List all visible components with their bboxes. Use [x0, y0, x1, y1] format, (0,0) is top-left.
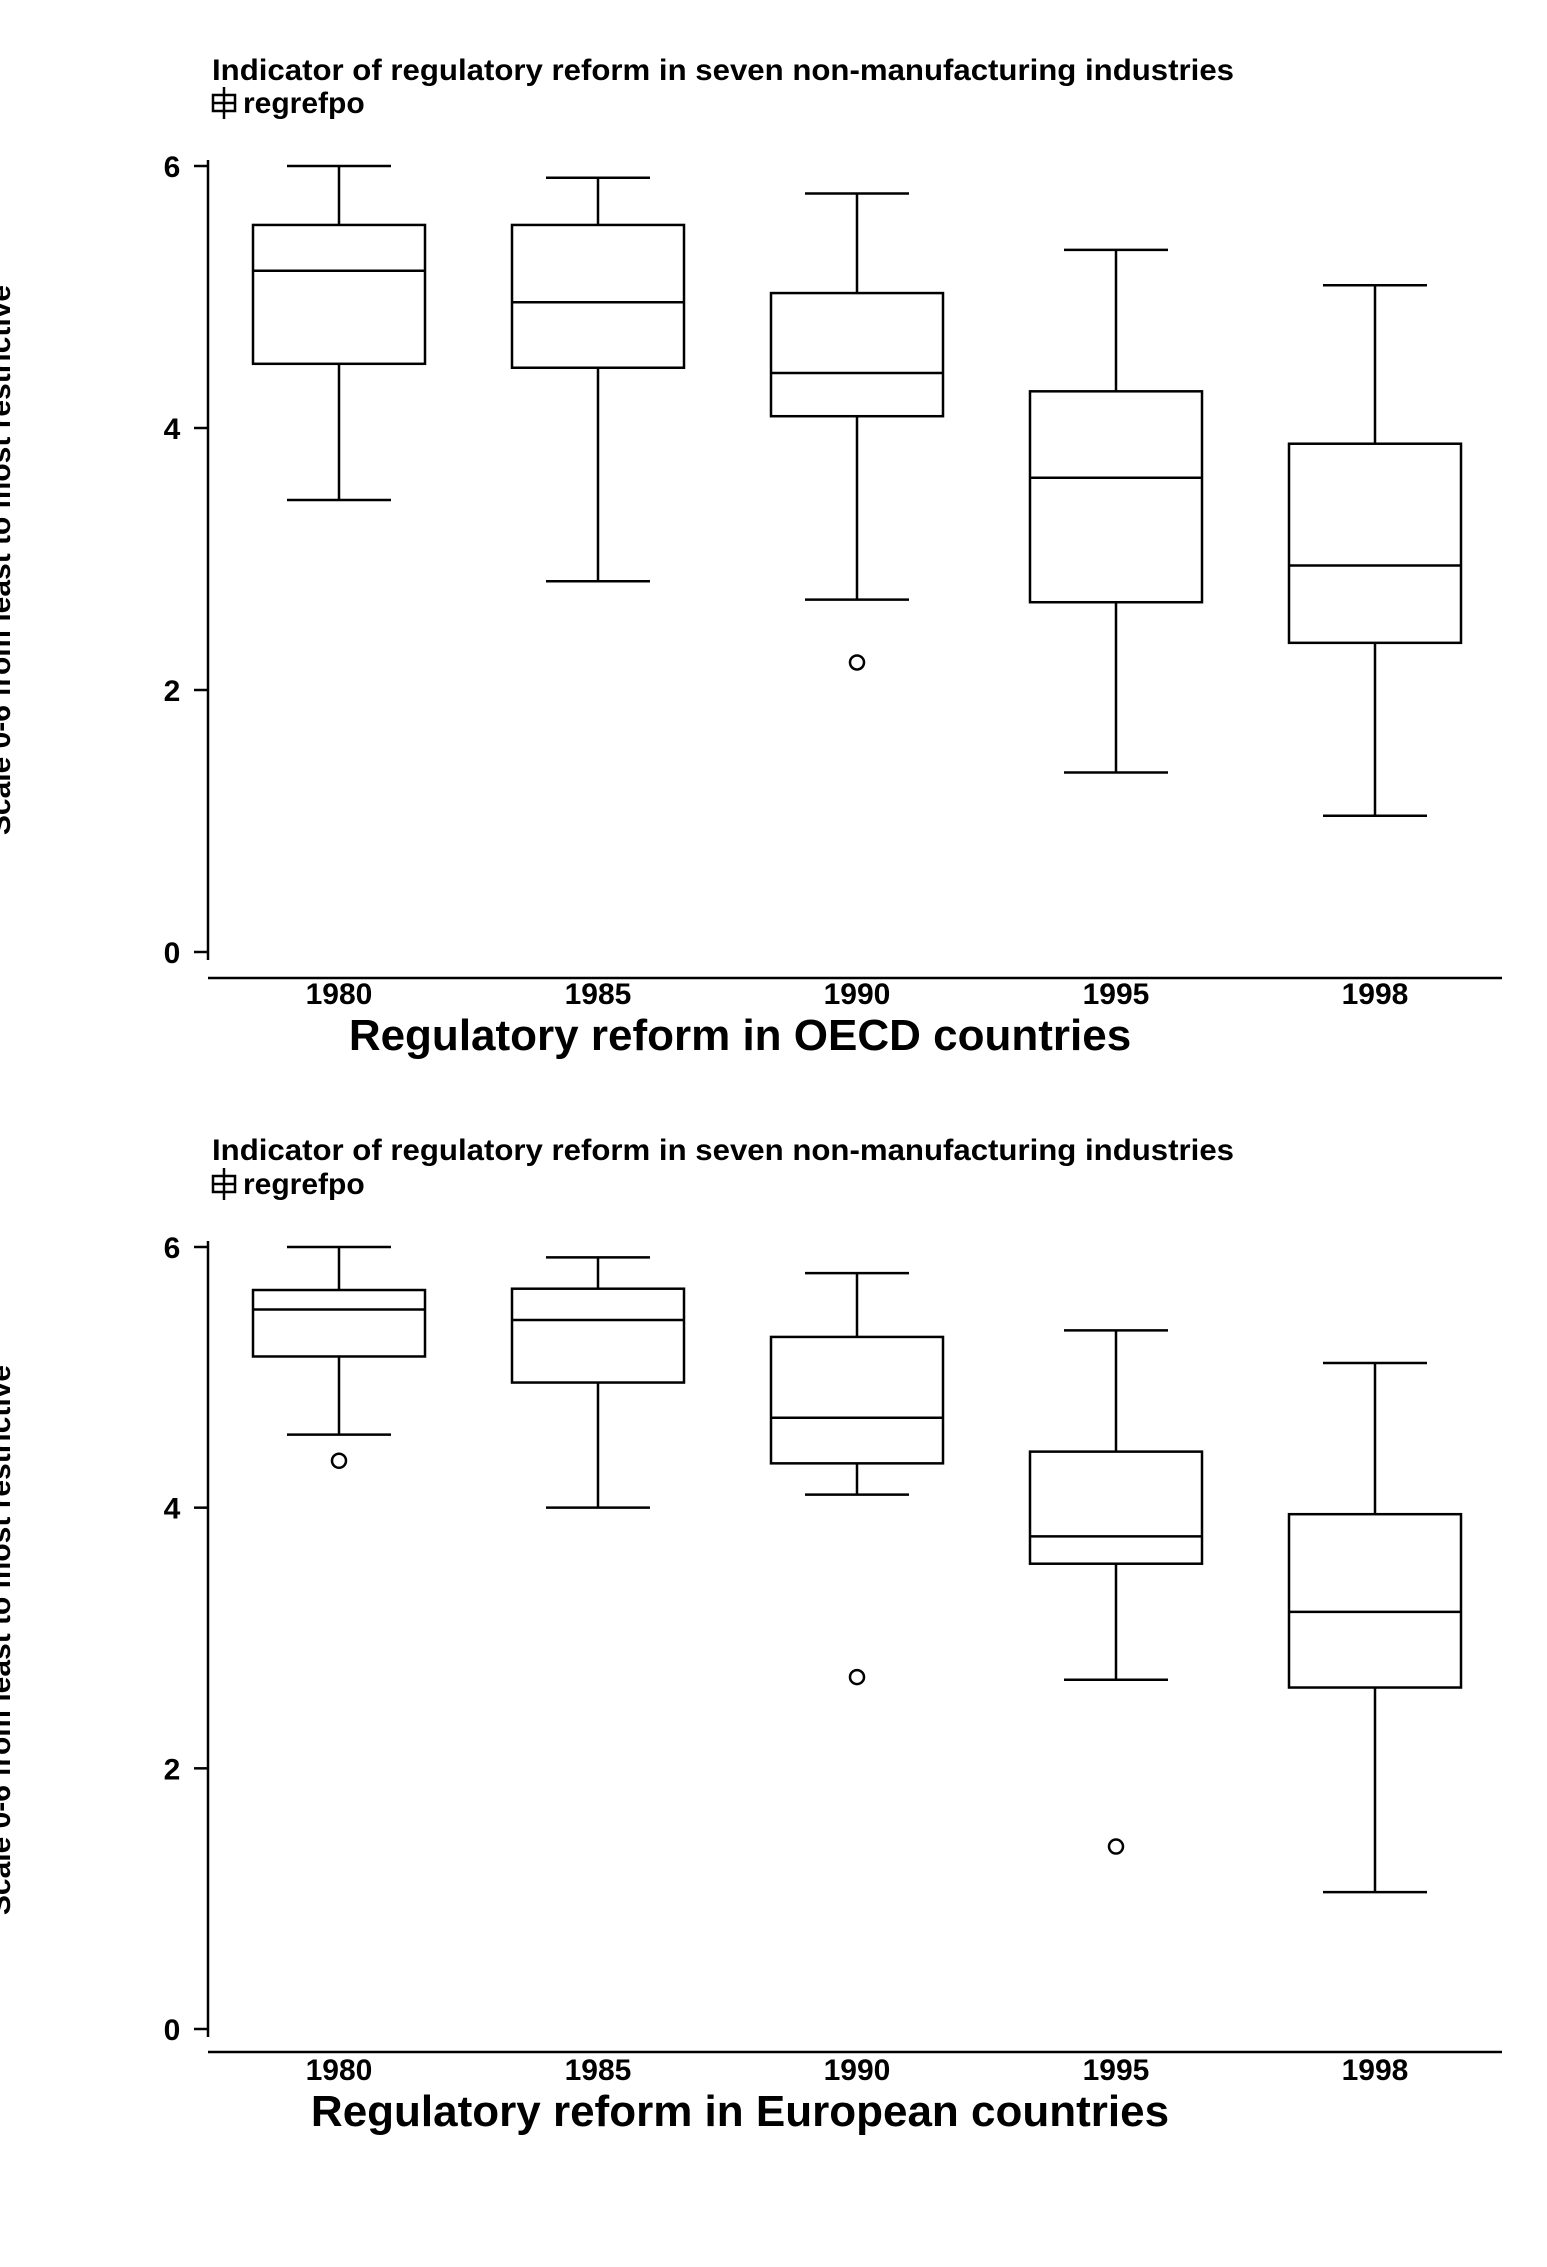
y-tick-label: 6: [164, 1232, 181, 1265]
y-tick-label: 4: [164, 1493, 181, 1526]
outlier-point: [330, 1452, 348, 1469]
chart-subtitle: Indicator of regulatory reform in seven …: [212, 1134, 1234, 1167]
box-1990: [769, 1271, 945, 1686]
legend-label: regrefpo: [243, 87, 365, 120]
legend-box-icon: [211, 1168, 237, 1200]
x-tick-label: 1980: [306, 2054, 373, 2087]
iqr-box: [1287, 442, 1463, 645]
iqr-box: [1028, 390, 1204, 604]
y-axis-label: Scale 0-6 from least to most restrictive: [0, 1365, 17, 1915]
iqr-box: [510, 1287, 686, 1384]
legend-box-icon: [211, 87, 237, 119]
x-tick-label: 1995: [1083, 2054, 1150, 2087]
legend-label: regrefpo: [243, 1168, 365, 1201]
box-1980: [251, 164, 427, 502]
box-1998: [1287, 283, 1463, 818]
x-axis-label: Regulatory reform in European countries: [311, 2087, 1169, 2136]
chart-panel-2: Indicator of regulatory reform in seven …: [0, 1134, 1502, 2136]
x-tick-label: 1995: [1083, 978, 1150, 1011]
x-tick-label: 1990: [824, 2054, 891, 2087]
iqr-box: [1287, 1512, 1463, 1689]
x-tick-label: 1998: [1342, 978, 1409, 1011]
y-tick-label: 6: [164, 151, 181, 184]
iqr-box: [769, 291, 945, 418]
iqr-box: [510, 223, 686, 369]
y-axis-label: Scale 0-6 from least to most restrictive: [0, 285, 17, 835]
x-axis-label: Regulatory reform in OECD countries: [349, 1011, 1131, 1060]
y-tick-label: 2: [164, 675, 181, 708]
box-1980: [251, 1245, 427, 1469]
y-tick-label: 2: [164, 1753, 181, 1786]
outlier-point: [848, 654, 866, 671]
iqr-box: [1028, 1450, 1204, 1565]
box-1995: [1028, 1329, 1204, 1855]
x-tick-label: 1990: [824, 978, 891, 1011]
iqr-box: [769, 1335, 945, 1465]
y-tick-label: 0: [164, 937, 181, 970]
box-1998: [1287, 1361, 1463, 1894]
iqr-box: [251, 1288, 427, 1358]
iqr-box: [251, 223, 427, 366]
x-tick-label: 1985: [565, 978, 632, 1011]
box-1990: [769, 192, 945, 671]
x-tick-label: 1980: [306, 978, 373, 1011]
x-tick-label: 1998: [1342, 2054, 1409, 2087]
outlier-point: [848, 1668, 866, 1686]
y-tick-label: 0: [164, 2014, 181, 2047]
y-tick-label: 4: [164, 413, 181, 446]
box-1985: [510, 176, 686, 583]
box-1985: [510, 1256, 686, 1509]
chart-subtitle: Indicator of regulatory reform in seven …: [212, 54, 1234, 87]
outlier-point: [1107, 1838, 1125, 1855]
chart-panel-1: Indicator of regulatory reform in seven …: [0, 54, 1502, 1060]
x-tick-label: 1985: [565, 2054, 632, 2087]
box-1995: [1028, 248, 1204, 774]
